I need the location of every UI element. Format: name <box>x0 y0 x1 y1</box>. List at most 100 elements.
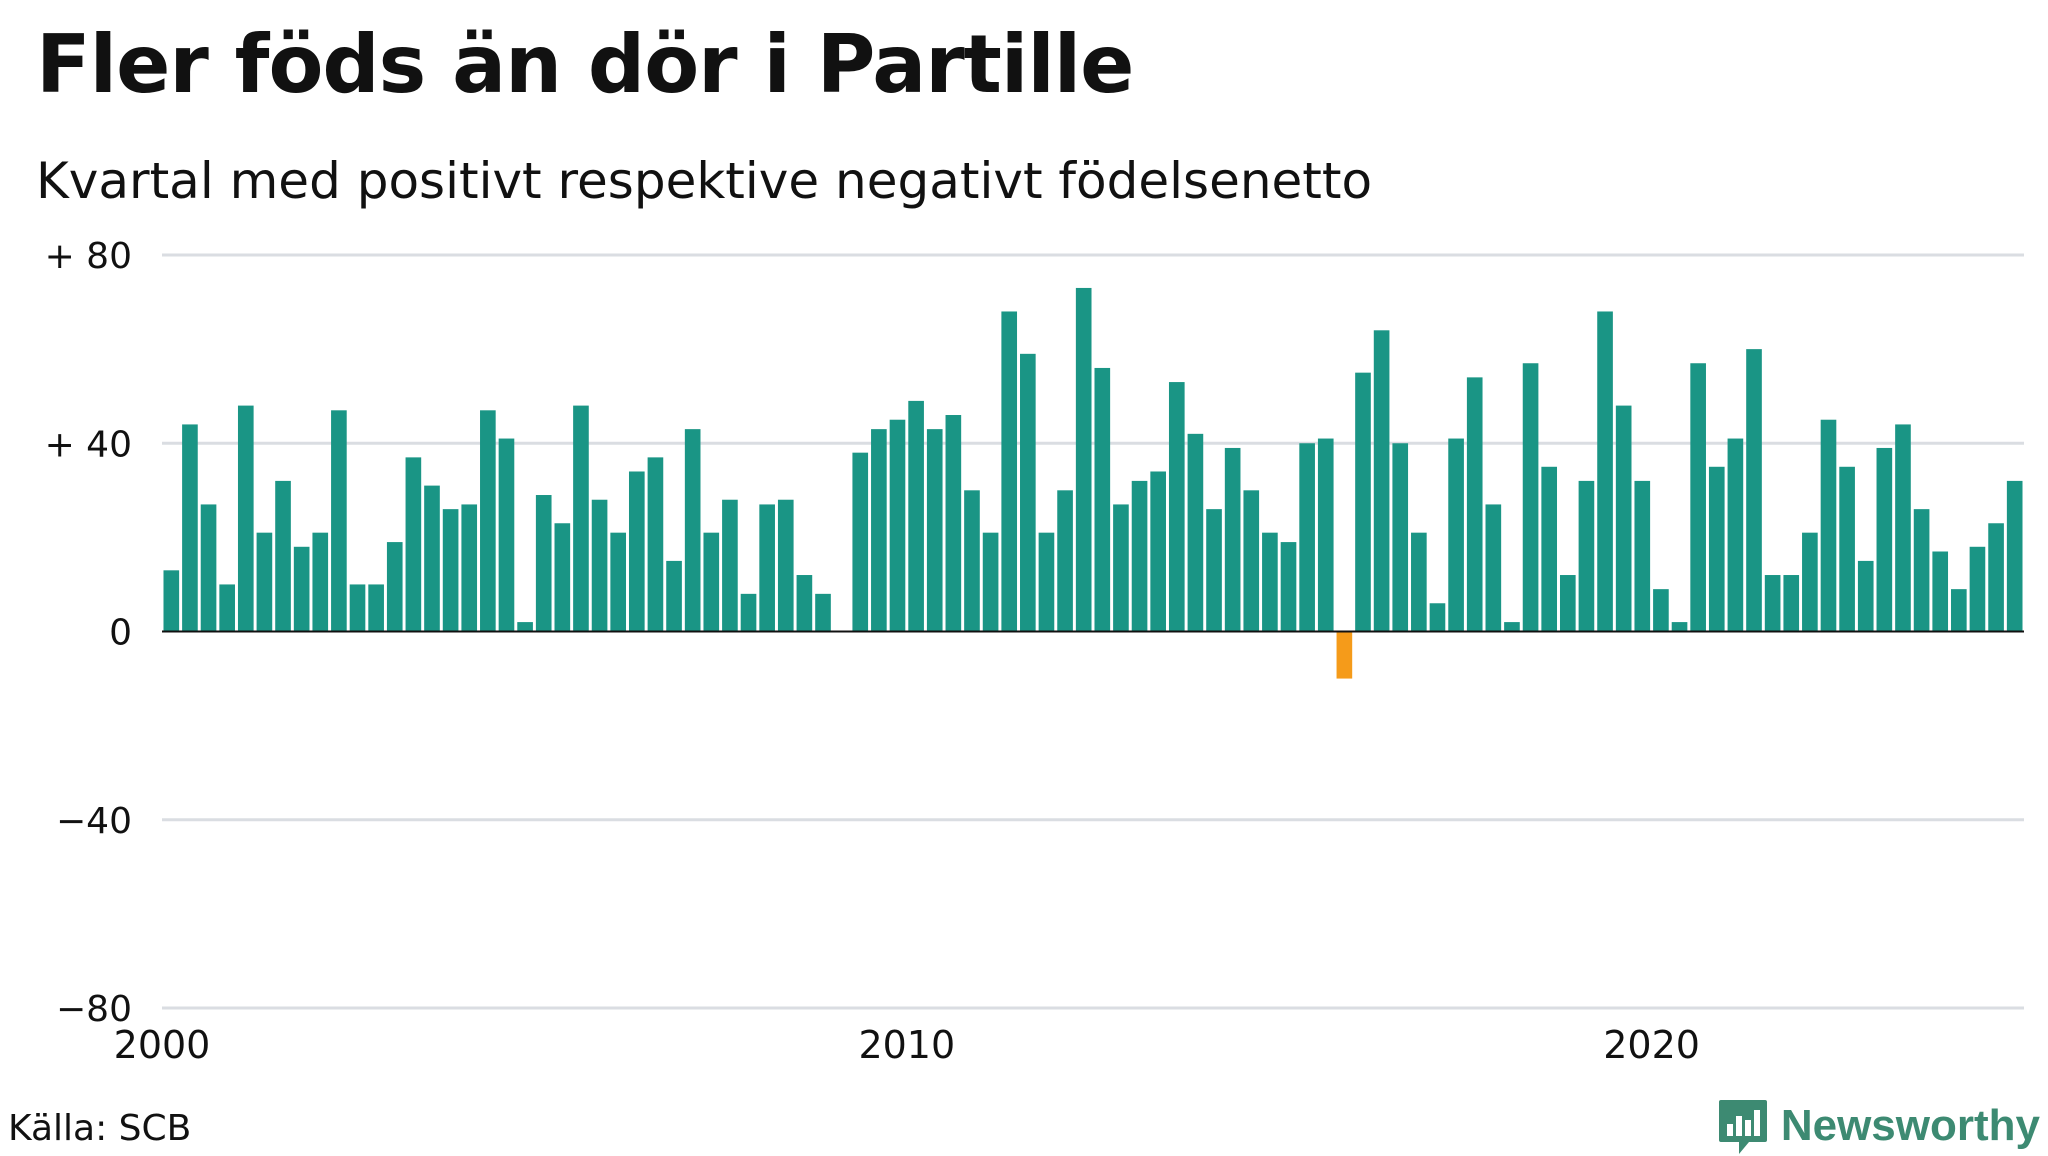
bar <box>535 495 552 632</box>
bar <box>498 438 515 632</box>
bar <box>666 560 682 632</box>
bar <box>573 405 589 632</box>
bar <box>368 584 384 632</box>
bar <box>237 405 254 632</box>
bar <box>1839 466 1855 632</box>
bar <box>1504 622 1520 632</box>
bar <box>1168 382 1185 632</box>
bar <box>1671 622 1688 632</box>
bar <box>386 542 403 632</box>
bar <box>1317 438 1334 632</box>
bar <box>480 410 496 632</box>
bar <box>796 575 813 632</box>
bar <box>554 523 571 632</box>
x-tick-label: 2020 <box>1603 1023 1700 1067</box>
bar <box>2006 480 2023 632</box>
bar <box>1857 560 1874 632</box>
x-tick-label: 2010 <box>858 1023 955 1067</box>
y-tick-label: + 80 <box>45 236 132 277</box>
bar <box>591 499 608 632</box>
bar <box>1020 353 1036 632</box>
bar <box>647 457 664 632</box>
bar <box>517 622 533 632</box>
bar <box>1411 532 1427 632</box>
bar <box>1615 405 1632 632</box>
bar <box>740 593 757 632</box>
bar <box>945 415 962 632</box>
bar <box>163 570 180 632</box>
bar <box>1224 447 1241 632</box>
bar <box>1708 466 1725 632</box>
bar <box>1392 443 1409 632</box>
bar <box>1522 363 1539 632</box>
bar <box>964 490 980 632</box>
bar <box>1895 424 1911 632</box>
bar <box>1336 631 1353 679</box>
bar <box>1299 443 1315 632</box>
bar <box>852 452 869 632</box>
bar <box>1429 603 1446 632</box>
bar <box>275 480 291 632</box>
bar <box>1541 466 1558 632</box>
bar <box>1131 480 1148 632</box>
bar <box>405 457 422 632</box>
bar <box>1038 532 1055 632</box>
brand-name: Newsworthy <box>1780 1101 2040 1150</box>
bar <box>349 584 366 632</box>
bar <box>1820 419 1837 632</box>
bar <box>1634 480 1651 632</box>
bar <box>1690 363 1706 632</box>
bar <box>1988 523 2004 632</box>
bar <box>1969 546 1986 632</box>
bar <box>1280 542 1297 632</box>
bar <box>722 499 738 632</box>
y-tick-label: 0 <box>109 613 132 654</box>
bar <box>1932 551 1949 632</box>
bar <box>1913 509 1930 632</box>
bar <box>424 485 440 632</box>
bar <box>1559 575 1576 632</box>
bar <box>1727 438 1744 632</box>
y-tick-label: + 40 <box>45 424 132 465</box>
bar <box>777 499 794 632</box>
bar <box>684 429 701 632</box>
bar <box>1764 575 1781 632</box>
bar <box>182 424 198 632</box>
bar <box>1485 504 1502 632</box>
bar <box>1578 480 1595 632</box>
bar <box>1057 490 1073 632</box>
bar <box>1243 490 1260 632</box>
bar <box>219 584 235 632</box>
chart-title: Fler föds än dör i Partille <box>36 18 1134 111</box>
bar <box>1262 532 1278 632</box>
bar <box>610 532 627 632</box>
y-tick-label: −40 <box>56 801 132 842</box>
bars <box>163 287 2023 679</box>
bar <box>628 471 645 632</box>
source-label: Källa: SCB <box>8 1108 192 1149</box>
bar <box>312 532 329 632</box>
bar <box>703 532 720 632</box>
bar <box>1187 433 1204 632</box>
bar <box>1094 367 1111 632</box>
bar <box>982 532 999 632</box>
newsworthy-logo: Newsworthy <box>1717 1096 2040 1156</box>
bar <box>1373 330 1390 632</box>
bar <box>759 504 775 632</box>
bar <box>926 429 943 632</box>
bar <box>1355 372 1371 632</box>
bar <box>1597 311 1613 632</box>
bar <box>1876 447 1893 632</box>
bar <box>1075 287 1092 632</box>
bar <box>889 419 906 632</box>
chart-subtitle: Kvartal med positivt respektive negativt… <box>36 152 1373 210</box>
bar <box>1802 532 1818 632</box>
bar <box>1951 589 1967 632</box>
bar <box>1783 575 1800 632</box>
x-tick-label: 2000 <box>114 1023 211 1067</box>
bar <box>461 504 478 632</box>
bar <box>293 546 310 632</box>
y-tick-label: −80 <box>56 989 132 1030</box>
